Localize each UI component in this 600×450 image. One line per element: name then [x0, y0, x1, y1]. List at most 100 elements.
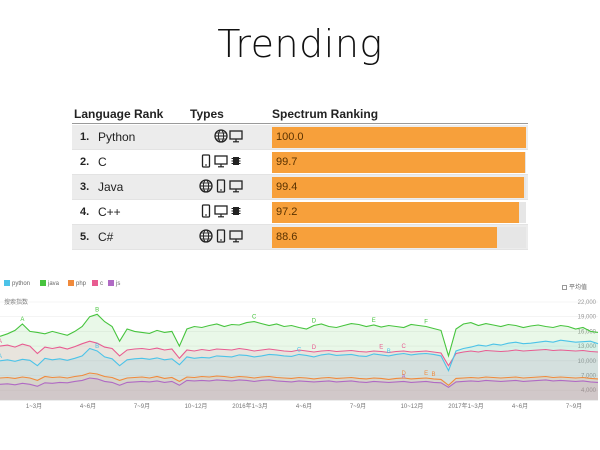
spectrum-bar: [272, 177, 525, 198]
point-annotation: E: [372, 318, 376, 324]
series-line-python: [0, 339, 599, 372]
language-name: Python: [98, 130, 136, 144]
desktop-icon: [229, 230, 243, 243]
legend-label: python: [12, 281, 31, 287]
point-annotation: A: [402, 374, 406, 380]
web-icon: [199, 179, 213, 193]
language-name: C: [98, 155, 107, 169]
spectrum-bar-track: 100.0: [272, 127, 526, 148]
x-tick-label: 2016年1~3月: [232, 402, 268, 410]
embedded-icon: [231, 157, 241, 165]
embedded-icon: [231, 207, 241, 215]
point-annotation: B: [95, 344, 99, 350]
spectrum-bar: [272, 227, 498, 248]
web-icon: [199, 229, 213, 243]
ranking-row: 4. C++ 97.2: [72, 200, 528, 225]
series-area-php: [0, 373, 598, 400]
spectrum-bar-track: 99.4: [272, 177, 526, 198]
series-line-php: [0, 372, 599, 387]
legend-swatch: [92, 280, 98, 286]
average-checkbox[interactable]: [562, 285, 567, 290]
point-annotation: C: [252, 315, 257, 321]
spectrum-score: 88.6: [276, 231, 298, 243]
legend-item-js[interactable]: js: [108, 280, 120, 287]
point-annotation: E: [379, 344, 383, 350]
series-area-java: [0, 314, 598, 400]
point-annotation: B: [387, 349, 391, 355]
desktop-icon: [214, 155, 228, 168]
legend-item-php[interactable]: php: [68, 280, 86, 287]
language-types: [72, 129, 252, 145]
series-line-js: [0, 377, 599, 388]
point-annotation: C: [297, 347, 302, 353]
point-annotation: A: [0, 339, 2, 345]
point-annotation: B: [432, 372, 436, 378]
web-icon: [214, 129, 228, 143]
legend-item-java[interactable]: java: [40, 280, 59, 287]
mobile-icon: [216, 179, 226, 193]
language-types: [72, 229, 252, 245]
point-annotation: D: [312, 319, 317, 325]
language-name: C++: [98, 205, 121, 219]
legend-item-python[interactable]: python: [4, 280, 30, 287]
ranking-table: Language Rank Types Spectrum Ranking 1. P…: [72, 104, 528, 250]
mobile-icon: [201, 204, 211, 218]
x-tick-label: 1~3月: [26, 403, 42, 410]
header-types: Types: [190, 107, 224, 121]
spectrum-score: 99.4: [276, 181, 298, 193]
language-types: [72, 204, 252, 220]
ranking-row: 3. Java 99.4: [72, 175, 528, 200]
average-toggle[interactable]: 平均值: [562, 282, 587, 291]
point-annotation: A: [20, 317, 24, 323]
point-annotation: F: [424, 320, 428, 326]
x-tick-label: 7~9月: [566, 403, 582, 410]
x-tick-label: 10~12月: [401, 403, 424, 410]
series-line-java: [0, 313, 599, 358]
point-annotation: B: [95, 307, 99, 313]
desktop-icon: [229, 180, 243, 193]
legend-swatch: [4, 280, 10, 286]
y-tick-label: 13,000: [578, 344, 597, 350]
ranking-header: Language Rank Types Spectrum Ranking: [72, 104, 528, 124]
legend-swatch: [40, 280, 46, 286]
language-name: C#: [98, 230, 114, 244]
point-annotation: D: [401, 371, 406, 377]
x-tick-label: 7~9月: [350, 403, 366, 410]
spectrum-score: 100.0: [276, 131, 304, 143]
point-annotation: A: [0, 354, 2, 360]
language-name: Java: [98, 180, 124, 194]
legend-label: js: [116, 281, 121, 287]
legend-swatch: [108, 280, 114, 286]
trend-plot: 22,000 19,000 16,000 13,000 10,000 7,000 4,000…: [0, 300, 599, 410]
y-tick-label: 16,000: [578, 329, 597, 335]
spectrum-score: 97.2: [276, 206, 298, 218]
ranking-row: 2. C 99.7: [72, 150, 528, 175]
legend-label: c: [100, 281, 103, 287]
spectrum-score: 99.7: [276, 156, 298, 168]
y-tick-label: 19,000: [578, 315, 597, 321]
x-tick-label: 4~6月: [512, 403, 528, 410]
spectrum-bar: [272, 152, 526, 173]
language-types: [72, 154, 252, 170]
ranking-row: 1. Python 100.0: [72, 125, 528, 150]
series-area-js: [0, 378, 598, 400]
language-types: [72, 179, 252, 195]
point-annotation: E: [424, 371, 428, 377]
ranking-row: 5. C# 88.6: [72, 225, 528, 250]
legend-item-c[interactable]: c: [92, 280, 103, 287]
point-annotation: C: [401, 344, 406, 350]
mobile-icon: [216, 229, 226, 243]
y-axis-title: 搜索指数: [4, 300, 29, 306]
mobile-icon: [201, 154, 211, 168]
x-tick-label: 4~6月: [80, 403, 96, 410]
x-tick-label: 7~9月: [134, 403, 150, 410]
spectrum-bar: [272, 127, 526, 148]
spectrum-bar-track: 97.2: [272, 202, 526, 223]
slide-title: Trending: [217, 22, 383, 66]
point-annotation: D: [312, 345, 317, 351]
rank-number: 2.: [80, 156, 90, 168]
spectrum-bar-track: 88.6: [272, 227, 526, 248]
y-tick-label: 22,000: [578, 300, 597, 306]
average-toggle-label: 平均值: [569, 285, 588, 291]
rank-number: 3.: [80, 181, 90, 193]
